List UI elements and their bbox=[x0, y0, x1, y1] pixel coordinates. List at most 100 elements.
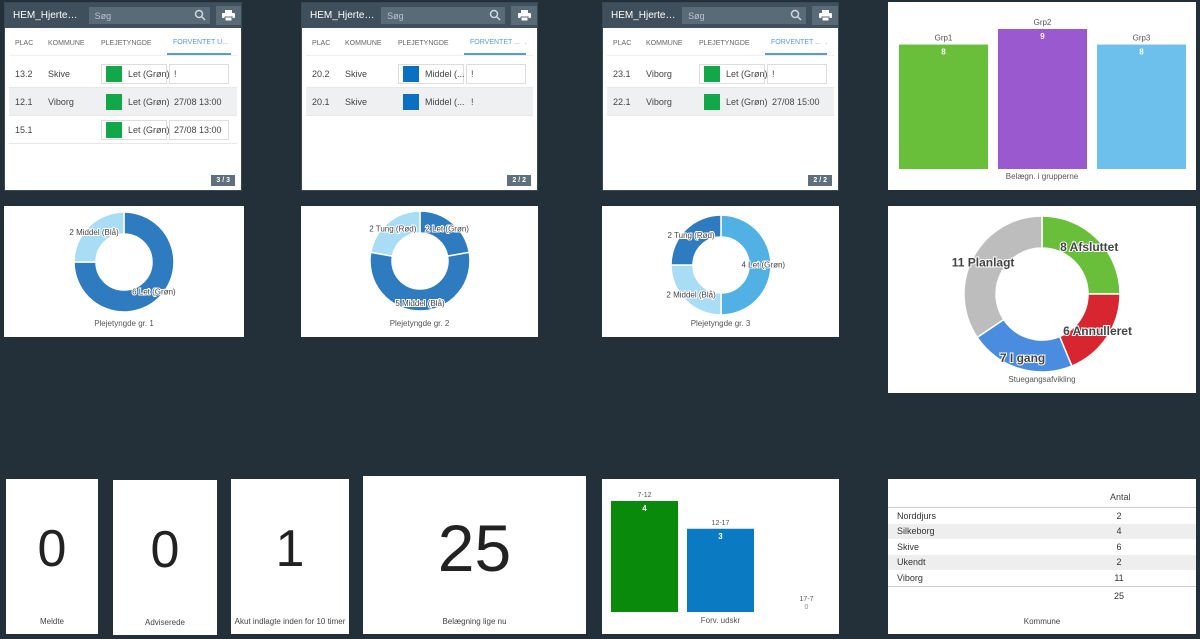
cell-kommune: Skive bbox=[345, 68, 368, 79]
table-header-bar: HEM_Hjerteafs... bbox=[302, 3, 537, 28]
chart-title: Plejetyngde gr. 3 bbox=[690, 319, 751, 328]
column-header-plac[interactable]: PLAC bbox=[312, 40, 331, 47]
category-label: 7-12 bbox=[637, 492, 651, 499]
column-header-kommune[interactable]: KOMMUNE bbox=[345, 40, 382, 47]
slice-label: 2 Tung (Rød) bbox=[668, 231, 715, 240]
search-icon[interactable] bbox=[194, 9, 206, 21]
column-header-forventet-label: FORVENTET ... bbox=[470, 39, 520, 46]
table-header-bar: HEM_Hjerteafs... bbox=[603, 3, 838, 28]
slice-label: 5 Middel (Blå) bbox=[395, 299, 445, 308]
chart-title: Plejetyngde gr. 1 bbox=[94, 319, 154, 328]
expected-discharge-chart: 4 7-12 3 12-17 17-70 bbox=[611, 492, 814, 612]
slice-2 bbox=[670, 214, 722, 266]
kpi-label: Adviserede bbox=[144, 618, 186, 627]
cell-plejetyngde: Middel (... bbox=[398, 92, 465, 112]
plejetyngde-label: Let (Grøn) bbox=[726, 96, 767, 107]
municipality-count: 6 bbox=[1116, 541, 1122, 552]
cell-plejetyngde: Let (Grøn) bbox=[101, 92, 169, 112]
column-header-plejetyngde[interactable]: PLEJETYNGDE bbox=[101, 40, 152, 47]
cell-plac: 12.1 bbox=[15, 96, 33, 107]
print-button[interactable] bbox=[511, 6, 537, 25]
print-icon bbox=[221, 10, 235, 21]
slice-2 bbox=[369, 210, 421, 258]
cell-forventet: ! bbox=[169, 63, 229, 84]
kpi-value: 0 bbox=[37, 520, 67, 578]
table-row: Skive 6 bbox=[888, 539, 1196, 555]
slice-label: 2 Tung (Rød) bbox=[369, 224, 416, 233]
print-button[interactable] bbox=[215, 6, 241, 25]
table-row[interactable]: 22.1 Viborg Let (Grøn) 27/08 15:00 bbox=[607, 88, 834, 116]
slice-label: 2 Middel (Blå) bbox=[666, 291, 716, 300]
cell-kommune: Viborg bbox=[646, 68, 672, 79]
municipality-name: Viborg bbox=[897, 572, 923, 583]
bar-7-12 bbox=[611, 501, 678, 612]
search-box[interactable] bbox=[381, 7, 506, 24]
table-row: Ukendt 2 bbox=[888, 554, 1196, 570]
print-button[interactable] bbox=[812, 6, 838, 25]
kpi-notified-tile: 0 Adviserede bbox=[113, 480, 217, 635]
municipality-name: Norddjurs bbox=[897, 510, 937, 521]
column-header-forventet[interactable]: FORVENTET ... ▲ bbox=[464, 32, 526, 55]
table-row: Viborg 11 bbox=[888, 570, 1196, 586]
patient-table-panel-2: HEM_Hjerteafs... PLAC KOMMUNE PLEJETYNGD… bbox=[301, 2, 538, 191]
cell-plac: 20.2 bbox=[312, 68, 330, 79]
table-header-bar: HEM_Hjerteafsn... bbox=[5, 3, 241, 28]
group-occupancy-chart: Grp1 8 Grp2 9 Grp3 8 bbox=[899, 18, 1186, 169]
chart-title: Forv. udskr bbox=[700, 616, 741, 625]
ward-round-donut: 8 Afsluttet 6 Annulleret 7 I gang 11 Planla… bbox=[951, 215, 1133, 373]
kpi-value: 1 bbox=[275, 520, 305, 578]
print-icon bbox=[818, 10, 832, 21]
slice-label: 6 Annulleret bbox=[1063, 324, 1132, 338]
search-input[interactable] bbox=[688, 10, 807, 21]
table-row[interactable]: 23.1 Viborg Let (Grøn) ! bbox=[607, 60, 834, 88]
slice-label: 11 Planlagt bbox=[952, 256, 1015, 270]
data-label: 3 bbox=[718, 532, 723, 541]
table-row[interactable]: 15.1 Let (Grøn) 27/08 13:00 bbox=[9, 116, 237, 144]
municipality-count: 11 bbox=[1114, 572, 1124, 583]
slice-label: 4 Let (Grøn) bbox=[742, 261, 786, 270]
search-box[interactable] bbox=[88, 7, 210, 24]
total-count: 25 bbox=[1113, 590, 1124, 601]
group-occupancy-chart-panel: Grp1 8 Grp2 9 Grp3 8 Belægn. i grupperne bbox=[888, 2, 1196, 190]
column-header-antal: Antal bbox=[1110, 492, 1131, 502]
bar-12-17 bbox=[687, 528, 754, 612]
data-label: 8 bbox=[941, 48, 946, 57]
table-row[interactable]: 20.2 Skive Middel (... ! bbox=[306, 60, 533, 88]
table-row[interactable]: 20.1 Skive Middel (... ! bbox=[306, 88, 533, 116]
municipality-count: 4 bbox=[1116, 526, 1122, 537]
table-title: HEM_Hjerteafs... bbox=[310, 10, 375, 21]
search-icon[interactable] bbox=[489, 9, 501, 21]
patient-table-panel-3: HEM_Hjerteafs... PLAC KOMMUNE PLEJETYNGD… bbox=[602, 2, 839, 191]
search-box[interactable] bbox=[682, 7, 807, 24]
patient-table-panel-1: HEM_Hjerteafsn... PLAC KOMMUNE PLEJETYNG… bbox=[4, 2, 242, 191]
column-header-plejetyngde[interactable]: PLEJETYNGDE bbox=[398, 40, 449, 47]
cell-kommune: Viborg bbox=[48, 96, 74, 107]
column-header-kommune[interactable]: KOMMUNE bbox=[48, 40, 85, 47]
category-label: Grp1 bbox=[935, 34, 953, 43]
kpi-label: Meldte bbox=[39, 617, 64, 626]
column-header-kommune[interactable]: KOMMUNE bbox=[646, 40, 683, 47]
column-header-plac[interactable]: PLAC bbox=[613, 40, 632, 47]
table-row[interactable]: 13.2 Skive Let (Grøn) ! bbox=[9, 60, 237, 88]
plejetyngde-label: Let (Grøn) bbox=[128, 68, 169, 79]
plejetyngde-label: Middel (... bbox=[425, 68, 465, 79]
column-header-plejetyngde[interactable]: PLEJETYNGDE bbox=[699, 40, 750, 47]
sort-ascending-icon: ▲ bbox=[524, 39, 526, 46]
cell-plac: 15.1 bbox=[15, 124, 33, 135]
column-header-forventet[interactable]: FORVENTET U...▲ bbox=[167, 32, 231, 55]
status-swatch bbox=[403, 93, 419, 110]
cell-plejetyngde: Middel (... bbox=[398, 63, 465, 84]
care-load-group3-donut: 4 Let (Grøn) 2 Middel (Blå) 2 Tung (Rød) bbox=[665, 214, 786, 316]
plejetyngde-label: Let (Grøn) bbox=[128, 96, 169, 107]
cell-plac: 23.1 bbox=[613, 68, 631, 79]
cell-forventet: ! bbox=[767, 63, 827, 84]
chart-title: Plejetyngde gr. 2 bbox=[389, 319, 450, 328]
column-header-forventet[interactable]: FORVENTET ... ▲ bbox=[765, 32, 827, 55]
column-header-plac[interactable]: PLAC bbox=[15, 40, 34, 47]
data-label: 9 bbox=[1040, 32, 1045, 41]
search-input[interactable] bbox=[387, 10, 506, 21]
search-icon[interactable] bbox=[790, 9, 802, 21]
search-input[interactable] bbox=[94, 10, 210, 21]
table-row[interactable]: 12.1 Viborg Let (Grøn) 27/08 13:00 bbox=[9, 88, 237, 116]
expected-discharge-chart-panel: 4 7-12 3 12-17 17-7 0 Forv. udskr bbox=[602, 479, 839, 634]
